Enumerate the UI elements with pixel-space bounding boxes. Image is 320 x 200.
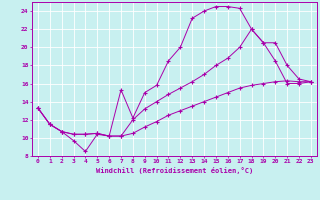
- X-axis label: Windchill (Refroidissement éolien,°C): Windchill (Refroidissement éolien,°C): [96, 167, 253, 174]
